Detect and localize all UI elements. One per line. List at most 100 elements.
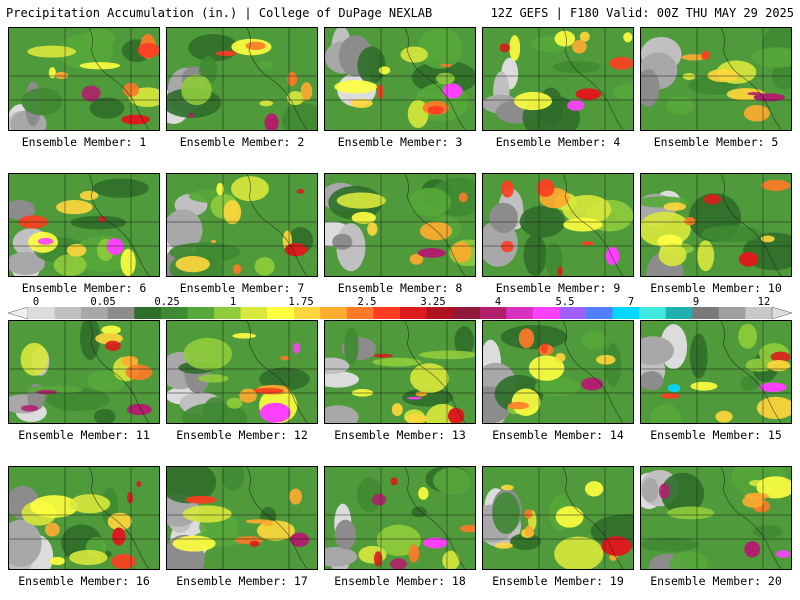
ensemble-member-label: Ensemble Member: 14 xyxy=(492,428,624,442)
ensemble-member-label: Ensemble Member: 12 xyxy=(176,428,308,442)
ensemble-member-map xyxy=(482,466,634,570)
ensemble-member-label: Ensemble Member: 1 xyxy=(21,135,147,149)
colorbar-swatch xyxy=(293,307,321,319)
precip-field-map xyxy=(641,321,791,423)
colorbar-swatch xyxy=(400,307,427,319)
precip-field-map xyxy=(9,321,159,423)
colorbar-swatch xyxy=(28,307,55,319)
colorbar-tick-label: 0.25 xyxy=(154,296,180,308)
ensemble-member-map xyxy=(166,173,318,277)
colorbar-swatch xyxy=(692,307,720,319)
colorbar-swatch xyxy=(214,307,241,319)
ensemble-member-label: Ensemble Member: 11 xyxy=(18,428,150,442)
ensemble-member-label: Ensemble Member: 17 xyxy=(176,574,308,588)
colorbar-swatch xyxy=(134,307,162,319)
colorbar-tick-label: 4 xyxy=(494,296,502,308)
ensemble-member-map xyxy=(166,27,318,131)
ensemble-member-map xyxy=(8,466,160,570)
colorbar-swatch xyxy=(54,307,82,319)
ensemble-member-map xyxy=(324,320,476,424)
precip-field-map xyxy=(641,174,791,276)
ensemble-member-map xyxy=(324,27,476,131)
precip-field-map xyxy=(325,174,475,276)
colorbar-swatch xyxy=(718,307,746,319)
ensemble-member-label: Ensemble Member: 10 xyxy=(650,281,782,295)
ensemble-member-label: Ensemble Member: 2 xyxy=(179,135,305,149)
precip-field-map xyxy=(9,467,159,569)
colorbar-tick-label: 2.5 xyxy=(357,296,377,308)
precip-field-map xyxy=(483,28,633,130)
colorbar-swatch xyxy=(559,307,587,319)
ensemble-member-map xyxy=(8,320,160,424)
colorbar-swatch xyxy=(506,307,534,319)
ensemble-member-map xyxy=(8,173,160,277)
precip-field-map xyxy=(325,321,475,423)
precip-field-map xyxy=(167,321,317,423)
precip-colorbar xyxy=(8,307,792,319)
colorbar-swatch xyxy=(532,307,560,319)
ensemble-member-map xyxy=(482,320,634,424)
colorbar-tick-label: 3.25 xyxy=(420,296,446,308)
colorbar-swatch xyxy=(586,307,613,319)
colorbar-swatch xyxy=(453,307,481,319)
colorbar-swatch xyxy=(426,307,454,319)
colorbar-swatch xyxy=(639,307,667,319)
ensemble-member-map xyxy=(640,466,792,570)
ensemble-member-label: Ensemble Member: 8 xyxy=(337,281,463,295)
ensemble-member-label: Ensemble Member: 19 xyxy=(492,574,624,588)
colorbar-min-arrow xyxy=(8,307,29,319)
colorbar-swatch xyxy=(267,307,295,319)
colorbar-swatch xyxy=(612,307,640,319)
ensemble-member-label: Ensemble Member: 9 xyxy=(495,281,621,295)
precip-field-map xyxy=(483,174,633,276)
colorbar-max-arrow xyxy=(771,307,792,319)
model-run-info: 12Z GEFS | F180 Valid: 00Z THU MAY 29 20… xyxy=(490,6,794,20)
precip-field-map xyxy=(325,28,475,130)
ensemble-member-map xyxy=(166,320,318,424)
ensemble-member-label: Ensemble Member: 18 xyxy=(334,574,466,588)
colorbar-swatch xyxy=(479,307,507,319)
colorbar-tick-label: 5.5 xyxy=(555,296,575,308)
colorbar-swatch xyxy=(107,307,135,319)
ensemble-member-map xyxy=(640,320,792,424)
ensemble-member-map xyxy=(324,173,476,277)
colorbar-swatch xyxy=(665,307,693,319)
ensemble-member-label: Ensemble Member: 15 xyxy=(650,428,782,442)
colorbar-tick-label: 1 xyxy=(229,296,237,308)
colorbar-swatch xyxy=(187,307,215,319)
map-title: Precipitation Accumulation (in.) | Colle… xyxy=(6,6,433,20)
ensemble-member-map xyxy=(640,173,792,277)
ensemble-member-map xyxy=(640,27,792,131)
ensemble-member-label: Ensemble Member: 4 xyxy=(495,135,621,149)
ensemble-member-map xyxy=(324,466,476,570)
colorbar-swatch xyxy=(745,307,773,319)
colorbar-tick-label: 1.75 xyxy=(288,296,314,308)
ensemble-member-label: Ensemble Member: 3 xyxy=(337,135,463,149)
colorbar-swatch xyxy=(373,307,401,319)
colorbar-swatch xyxy=(81,307,109,319)
colorbar-tick-label: 0.05 xyxy=(90,296,116,308)
precip-field-map xyxy=(167,28,317,130)
colorbar-swatch xyxy=(320,307,348,319)
ensemble-member-map xyxy=(482,173,634,277)
colorbar-swatch xyxy=(240,307,268,319)
colorbar-swatch xyxy=(160,307,188,319)
ensemble-member-label: Ensemble Member: 13 xyxy=(334,428,466,442)
precip-field-map xyxy=(325,467,475,569)
precip-field-map xyxy=(641,28,791,130)
ensemble-member-label: Ensemble Member: 16 xyxy=(18,574,150,588)
precip-field-map xyxy=(167,174,317,276)
ensemble-member-map xyxy=(482,27,634,131)
colorbar-swatch xyxy=(346,307,374,319)
ensemble-member-label: Ensemble Member: 20 xyxy=(650,574,782,588)
ensemble-member-label: Ensemble Member: 6 xyxy=(21,281,147,295)
colorbar-tick-label: 0 xyxy=(32,296,40,308)
precip-field-map xyxy=(167,467,317,569)
colorbar-tick-label: 7 xyxy=(627,296,635,308)
precip-field-map xyxy=(9,174,159,276)
ensemble-member-map xyxy=(166,466,318,570)
colorbar-tick-label: 12 xyxy=(757,296,771,308)
precip-field-map xyxy=(483,321,633,423)
precip-field-map xyxy=(641,467,791,569)
colorbar-tick-label: 9 xyxy=(692,296,700,308)
